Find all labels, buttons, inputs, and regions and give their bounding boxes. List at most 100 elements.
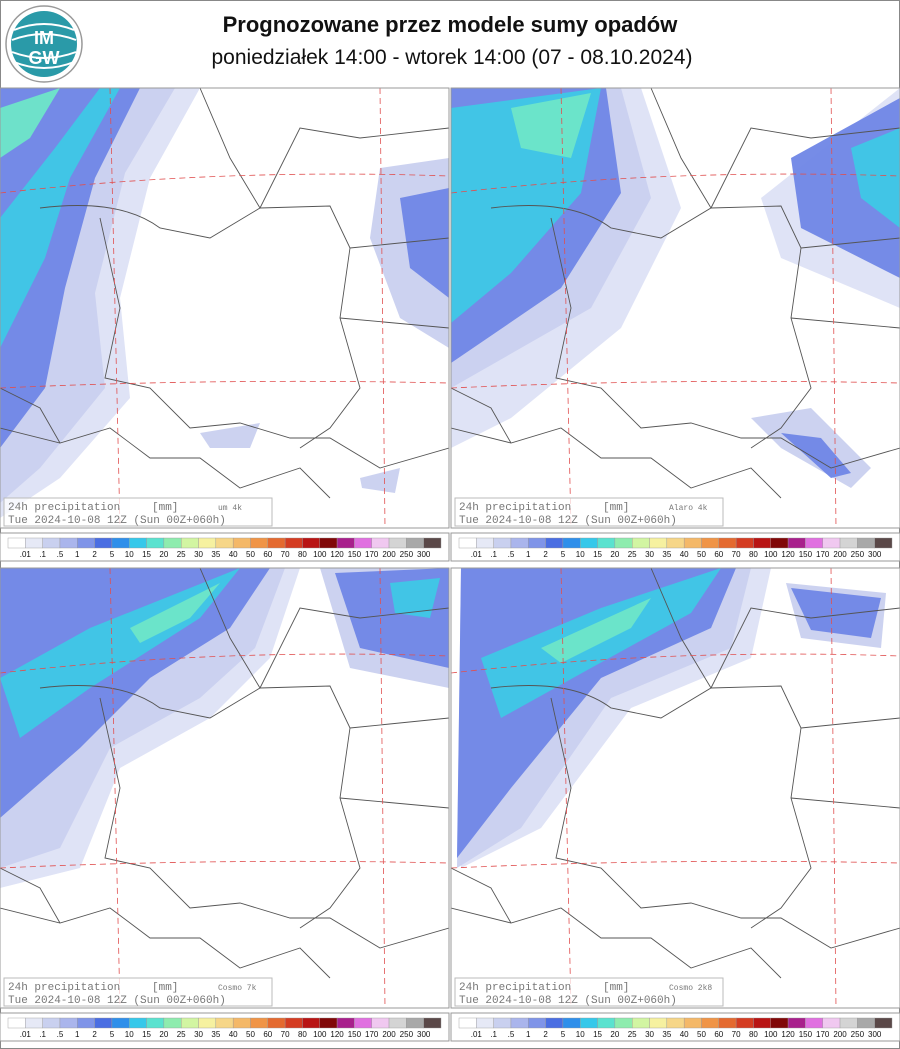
valid-time: Tue 2024-10-08 12Z (Sun 00Z+060h) [8,995,226,1007]
colorbar-label: 10 [125,1030,134,1039]
colorbar-swatch [458,537,477,549]
border [339,317,449,329]
colorbar-label: 30 [194,550,203,559]
map [0,568,449,1008]
colorbar-label: 70 [732,1030,741,1039]
colorbar-swatch [129,1017,147,1029]
grid-line [830,568,837,1008]
precip-area [791,588,881,638]
precip-area [360,468,400,493]
border [710,127,900,209]
map-panel: 24h precipitation [mm] Cosmo 2k8 Tue 2024-1… [450,567,900,1009]
map [451,568,900,1008]
colorbar-swatch [42,537,61,549]
colorbar-label: 200 [382,550,396,559]
colorbar-label: 250 [400,550,414,559]
colorbar-label: 50 [697,550,706,559]
colorbar-swatch [597,1017,616,1029]
colorbar-swatch [805,1017,823,1029]
colorbar-swatch [735,1017,754,1029]
colorbar-swatch [406,1017,424,1029]
colorbar-label: 170 [816,1030,830,1039]
colorbar-swatch [302,1017,320,1029]
map-panel: 24h precipitation [mm] um 4k Tue 2024-10-08… [0,87,450,529]
colorbar-swatch [94,537,113,549]
colorbar-swatch [25,1017,43,1029]
colorbar-label: 35 [211,550,220,559]
panel-frame [450,567,900,1009]
colorbar-swatch [180,1017,199,1029]
colorbar-label: 60 [263,550,272,559]
model-name: Cosmo 7k [218,984,257,993]
valid-time: Tue 2024-10-08 12Z (Sun 00Z+060h) [459,995,677,1007]
valid-time: Tue 2024-10-08 12Z (Sun 00Z+060h) [8,515,226,527]
colorbar-label: 20 [610,1030,619,1039]
colorbar-label: 250 [400,1030,414,1039]
colorbar-label: 15 [593,550,602,559]
valid-time: Tue 2024-10-08 12Z (Sun 00Z+060h) [459,515,677,527]
colorbar-swatch [180,537,199,549]
colorbar-swatch [874,537,893,549]
colorbar-label: 35 [662,550,671,559]
map-panel: 24h precipitation [mm] Cosmo 7k Tue 2024-10… [0,567,450,1009]
colorbar-label: 15 [142,550,151,559]
colorbar-swatch [198,537,217,549]
colorbar-swatch [614,1017,633,1029]
colorbar-label: 40 [680,1030,689,1039]
colorbar-label: 50 [246,1030,255,1039]
colorbar-swatch [735,537,754,549]
colorbar-label: 300 [417,550,431,559]
grid-line [830,88,837,528]
colorbar-swatch [388,1017,407,1029]
colorbar-label: .01 [471,1030,483,1039]
colorbar-label: .5 [508,1030,515,1039]
border [550,697,900,949]
colorbar: .01.1.5 1 2 5 10 15 20 25 30 35 40 50 60 70 80 100 120 15… [0,1012,450,1042]
colorbar-label: 5 [561,1030,566,1039]
info-box [3,497,273,527]
grid-line [379,568,386,1008]
info-box [454,977,724,1007]
colorbar-swatch [59,1017,78,1029]
colorbar-label: 70 [732,550,741,559]
colorbar-swatch [770,1017,789,1029]
colorbar: .01.1.5 1 2 5 10 15 20 25 30 35 40 50 60 70 80 100 120 15… [450,1012,900,1042]
colorbar-swatch [94,1017,113,1029]
colorbar-label: 5 [110,1030,115,1039]
colorbar-label: .1 [490,550,497,559]
border [790,797,900,809]
colorbar-label: 70 [281,550,290,559]
colorbar-label: 25 [177,1030,186,1039]
colorbar-label: 40 [229,1030,238,1039]
colorbar-label: 170 [365,550,379,559]
colorbar-label: 250 [851,1030,865,1039]
colorbar-label: 2 [543,1030,548,1039]
colorbar-swatch [77,537,95,549]
colorbar-swatch [163,537,182,549]
colorbar-label: 50 [697,1030,706,1039]
border [451,387,512,444]
colorbar-swatch [787,1017,806,1029]
info-label: 24h precipitation [459,982,571,994]
colorbar-label: 150 [799,1030,813,1039]
colorbar-swatch [510,537,529,549]
subtitle: poniedziałek 14:00 - wtorek 14:00 (07 - … [212,46,693,69]
colorbar-label: .1 [39,1030,46,1039]
precip-area [0,88,60,158]
grid-line [0,380,449,389]
border [790,317,900,329]
colorbar-swatch [787,537,806,549]
colorbar-label: 1 [75,550,80,559]
colorbar-label: 100 [313,1030,327,1039]
border [650,88,712,209]
precip-area [851,128,900,228]
precip-area [781,433,851,478]
colorbar-swatch [146,1017,165,1029]
colorbar-label: 30 [645,1030,654,1039]
colorbar-swatch [580,537,598,549]
colorbar-swatch [267,537,286,549]
colorbar-swatch [528,1017,546,1029]
colorbar-label: 150 [348,550,362,559]
border [39,205,361,449]
panel-frame [0,567,450,1009]
